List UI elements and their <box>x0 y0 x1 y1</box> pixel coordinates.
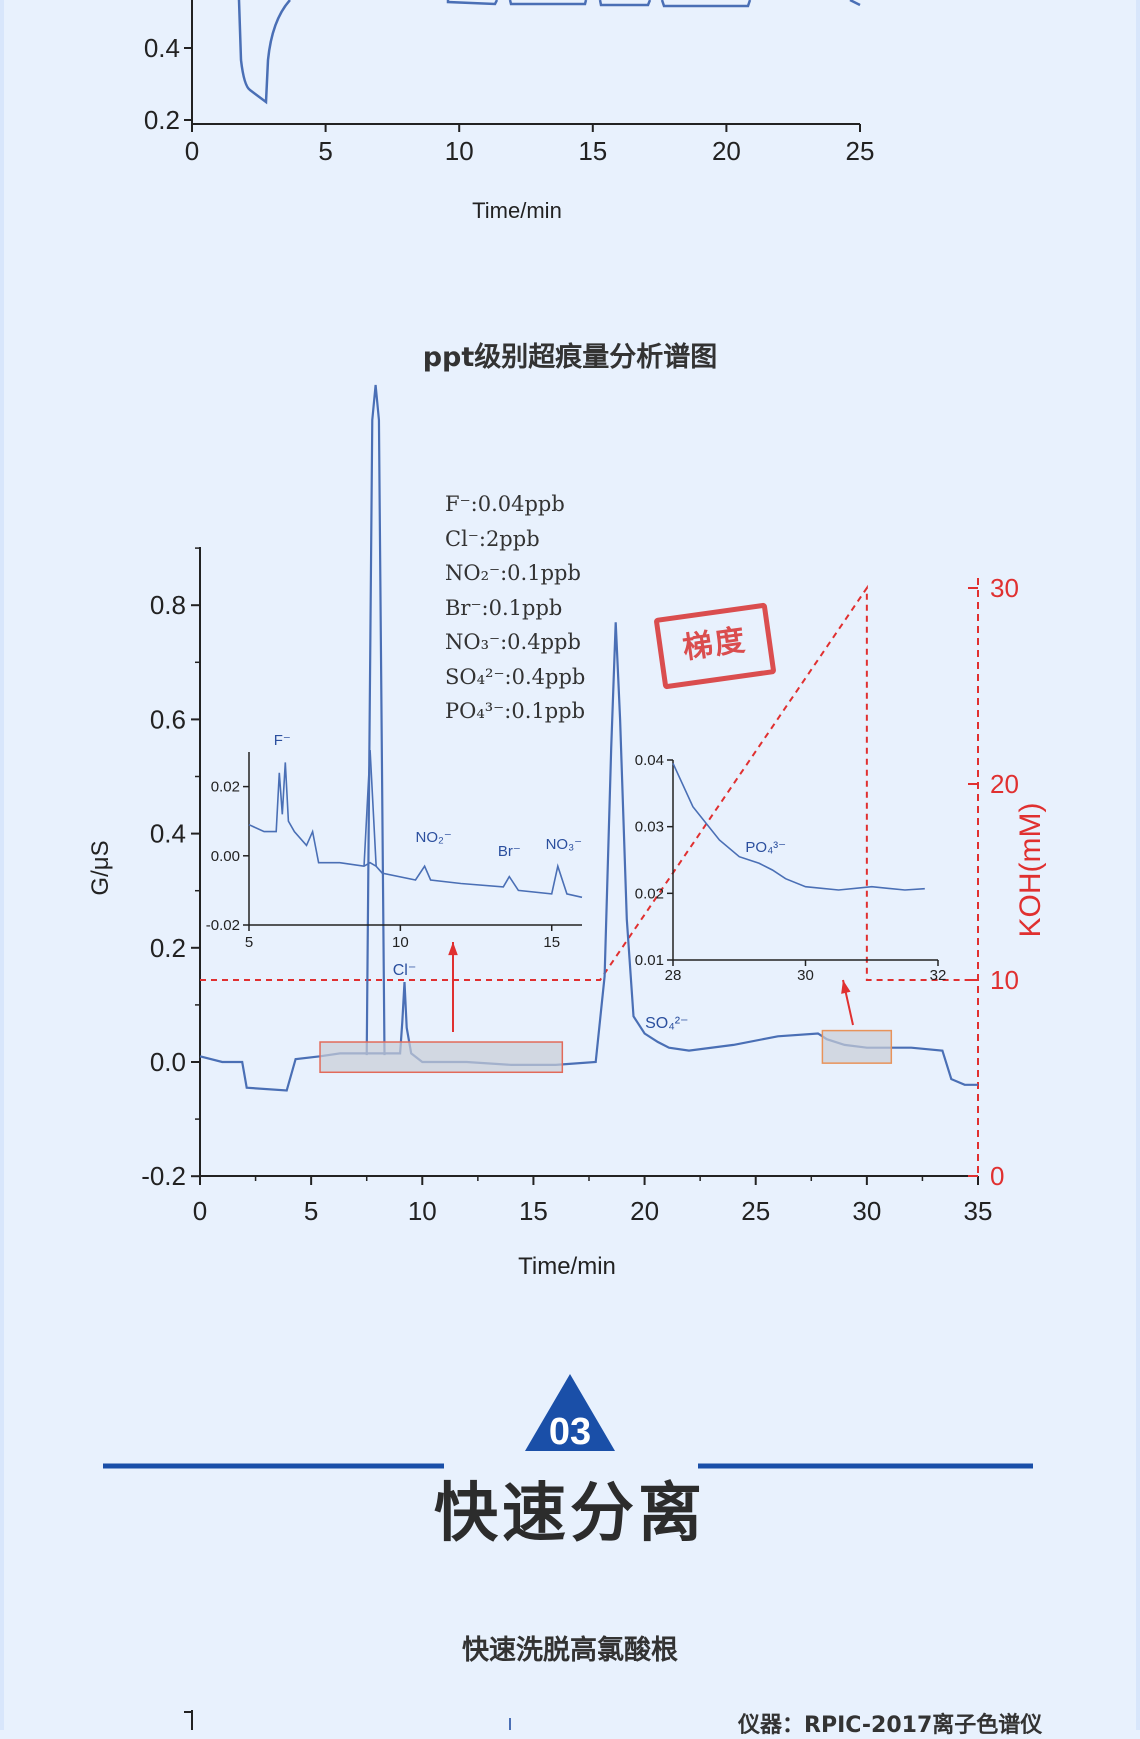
x-tick-label: 15 <box>519 1196 548 1226</box>
peak-label-so4: SO₄²⁻ <box>645 1015 688 1032</box>
inset-left-y-tick-label: 0.02 <box>211 779 240 796</box>
y-axis-label: G/μS <box>87 840 114 895</box>
inset-right-peak-label: PO₄³⁻ <box>745 839 786 856</box>
zoom-box-right <box>821 1029 893 1064</box>
concentration-item: PO₄³⁻:0.1ppb <box>445 699 586 723</box>
y-tick-label: 0.0 <box>150 1047 186 1077</box>
x-tick-label: 30 <box>852 1196 881 1226</box>
page-frame-right <box>1136 0 1140 1730</box>
peak-label-cl: Cl⁻ <box>393 962 417 979</box>
top-chart-trace <box>237 0 291 105</box>
top-chart-x-tick-label: 15 <box>578 136 607 166</box>
y-tick-label: 0.8 <box>150 590 186 620</box>
chart-title: ppt级别超痕量分析谱图 <box>422 342 718 373</box>
instrument-label: 仪器：RPIC-2017离子色谱仪 <box>738 1713 1043 1738</box>
inset-right-y-tick-label: 0.01 <box>635 952 664 969</box>
y2-tick-label: 0 <box>990 1161 1004 1191</box>
inset-left-peak-label: Br⁻ <box>498 843 521 860</box>
inset-left-y-tick-label: 0.00 <box>211 848 240 865</box>
zoom-arrow-right-head <box>841 980 851 994</box>
koh-gradient-line <box>200 584 978 981</box>
y-tick-label: 0.4 <box>150 819 186 849</box>
section-number: 03 <box>549 1411 591 1453</box>
x-tick-label: 20 <box>630 1196 659 1226</box>
top-chart-y-tick-label: 0.4 <box>144 33 180 63</box>
inset-right-trace <box>672 762 925 891</box>
top-chart-xlabel: Time/min <box>472 198 562 223</box>
concentration-item: NO₃⁻:0.4ppb <box>445 630 581 654</box>
concentration-item: F⁻:0.04ppb <box>445 492 565 516</box>
inset-left-y-tick-label: -0.02 <box>206 917 240 934</box>
y2-tick-label: 10 <box>990 965 1019 995</box>
inset-left-peak-label: F⁻ <box>274 732 291 749</box>
inset-left-trace <box>248 762 583 899</box>
x-tick-label: 10 <box>408 1196 437 1226</box>
y2-tick-label: 30 <box>990 573 1019 603</box>
y2-axis-label: KOH(mM) <box>1014 803 1047 938</box>
inset-right-x-tick-label: 32 <box>930 967 947 984</box>
top-chart-trace-fragments <box>446 0 861 8</box>
y-tick-label: 0.6 <box>150 704 186 734</box>
top-chart-x-tick-label: 0 <box>185 136 199 166</box>
top-chart-x-tick-label: 5 <box>318 136 332 166</box>
x-tick-label: 5 <box>304 1196 318 1226</box>
section-heading: 快速分离 <box>434 1477 706 1551</box>
y-tick-label: 0.2 <box>150 933 186 963</box>
concentration-item: Br⁻:0.1ppb <box>445 595 563 620</box>
inset-right-x-tick-label: 28 <box>665 967 682 984</box>
x-tick-label: 25 <box>741 1196 770 1226</box>
inset-left-x-tick-label: 15 <box>543 934 560 951</box>
y-tick-label: -0.2 <box>141 1161 186 1191</box>
y2-tick-label: 20 <box>990 769 1019 799</box>
main-trace-offscale-peak <box>365 384 386 1056</box>
concentration-item: NO₂⁻:0.1ppb <box>445 561 581 585</box>
inset-left-x-tick-label: 5 <box>245 934 253 951</box>
section-number-badge <box>525 1374 615 1451</box>
x-tick-label: 0 <box>193 1196 207 1226</box>
x-tick-label: 35 <box>964 1196 993 1226</box>
zoom-box-left <box>319 1041 564 1074</box>
top-chart-y-tick-label: 0.2 <box>144 105 180 135</box>
inset-left-x-tick-label: 10 <box>392 934 409 951</box>
top-chart-x-tick-label: 20 <box>712 136 741 166</box>
concentration-list: F⁻:0.04ppb Cl⁻:2ppb NO₂⁻:0.1ppb Br⁻:0.1p… <box>445 487 585 729</box>
zoom-arrow-left-head <box>448 942 458 956</box>
section-subtitle: 快速洗脱高氯酸根 <box>462 1635 678 1666</box>
x-axis-label: Time/min <box>518 1253 616 1280</box>
top-chart-x-tick-label: 25 <box>846 136 875 166</box>
inset-right-y-tick-label: 0.03 <box>635 819 664 836</box>
inset-right-y-tick-label: 0.04 <box>635 752 664 769</box>
inset-left-peak-label: NO₃⁻ <box>546 836 583 853</box>
inset-right-y-tick-label: 0.02 <box>635 885 664 902</box>
inset-left-cl-peak <box>363 749 377 867</box>
inset-right-x-tick-label: 30 <box>797 967 814 984</box>
top-chart-x-tick-label: 10 <box>445 136 474 166</box>
concentration-item: SO₄²⁻:0.4ppb <box>445 664 586 689</box>
concentration-item: Cl⁻:2ppb <box>445 526 540 551</box>
page-frame-left <box>0 0 4 1730</box>
inset-left-peak-label: NO₂⁻ <box>416 829 452 846</box>
